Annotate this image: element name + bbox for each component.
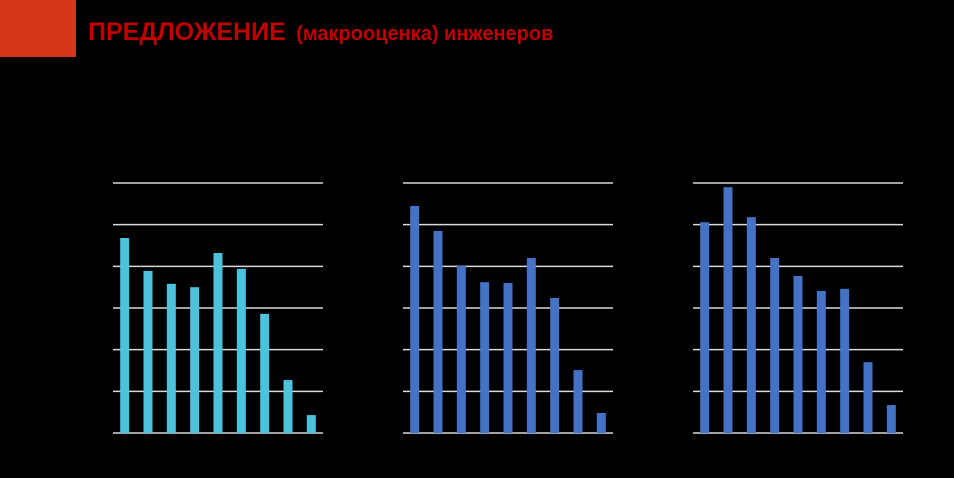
accent-square [0, 0, 76, 57]
bar [596, 413, 606, 433]
bar [526, 258, 536, 433]
bar [410, 205, 420, 433]
bar [190, 287, 200, 433]
bar [306, 415, 316, 433]
bar [166, 283, 176, 433]
bar [213, 253, 223, 433]
title: ПРЕДЛОЖЕНИЕ (макрооценка) инженеров [88, 18, 553, 46]
bar [283, 380, 293, 433]
bar [886, 405, 896, 433]
bar [143, 270, 153, 433]
title-rest: (макрооценка) инженеров [296, 23, 553, 45]
bar [793, 275, 803, 433]
bar [550, 298, 560, 433]
bar [840, 288, 850, 433]
bar [573, 370, 583, 433]
bar [863, 362, 873, 433]
bar [120, 238, 130, 433]
bar [700, 222, 710, 433]
bar [503, 283, 513, 433]
bar [816, 290, 826, 433]
bar [433, 230, 443, 433]
title-main: ПРЕДЛОЖЕНИЕ [88, 18, 286, 46]
bar [723, 187, 733, 433]
bar [480, 282, 490, 433]
bar [456, 265, 466, 433]
bar [236, 268, 246, 433]
bar [770, 258, 780, 433]
bar [260, 313, 270, 433]
bar [746, 217, 756, 433]
